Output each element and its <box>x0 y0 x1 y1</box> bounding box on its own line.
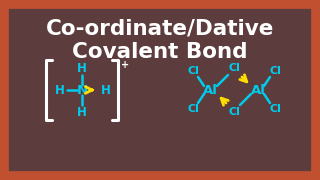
Text: Cl: Cl <box>187 104 199 114</box>
Text: Cl: Cl <box>228 63 240 73</box>
Text: Cl: Cl <box>187 66 199 76</box>
Text: Cl: Cl <box>269 104 281 114</box>
Text: H: H <box>77 105 87 118</box>
Text: Al: Al <box>251 84 265 96</box>
Text: +: + <box>121 60 129 70</box>
Text: H: H <box>101 84 111 96</box>
Text: H: H <box>55 84 65 96</box>
Text: Cl: Cl <box>228 107 240 117</box>
Text: Covalent Bond: Covalent Bond <box>72 42 248 62</box>
Text: Co-ordinate/Dative: Co-ordinate/Dative <box>46 18 274 38</box>
Text: H: H <box>77 62 87 75</box>
Text: Cl: Cl <box>269 66 281 76</box>
Text: Al: Al <box>203 84 217 96</box>
Text: N: N <box>76 84 88 96</box>
